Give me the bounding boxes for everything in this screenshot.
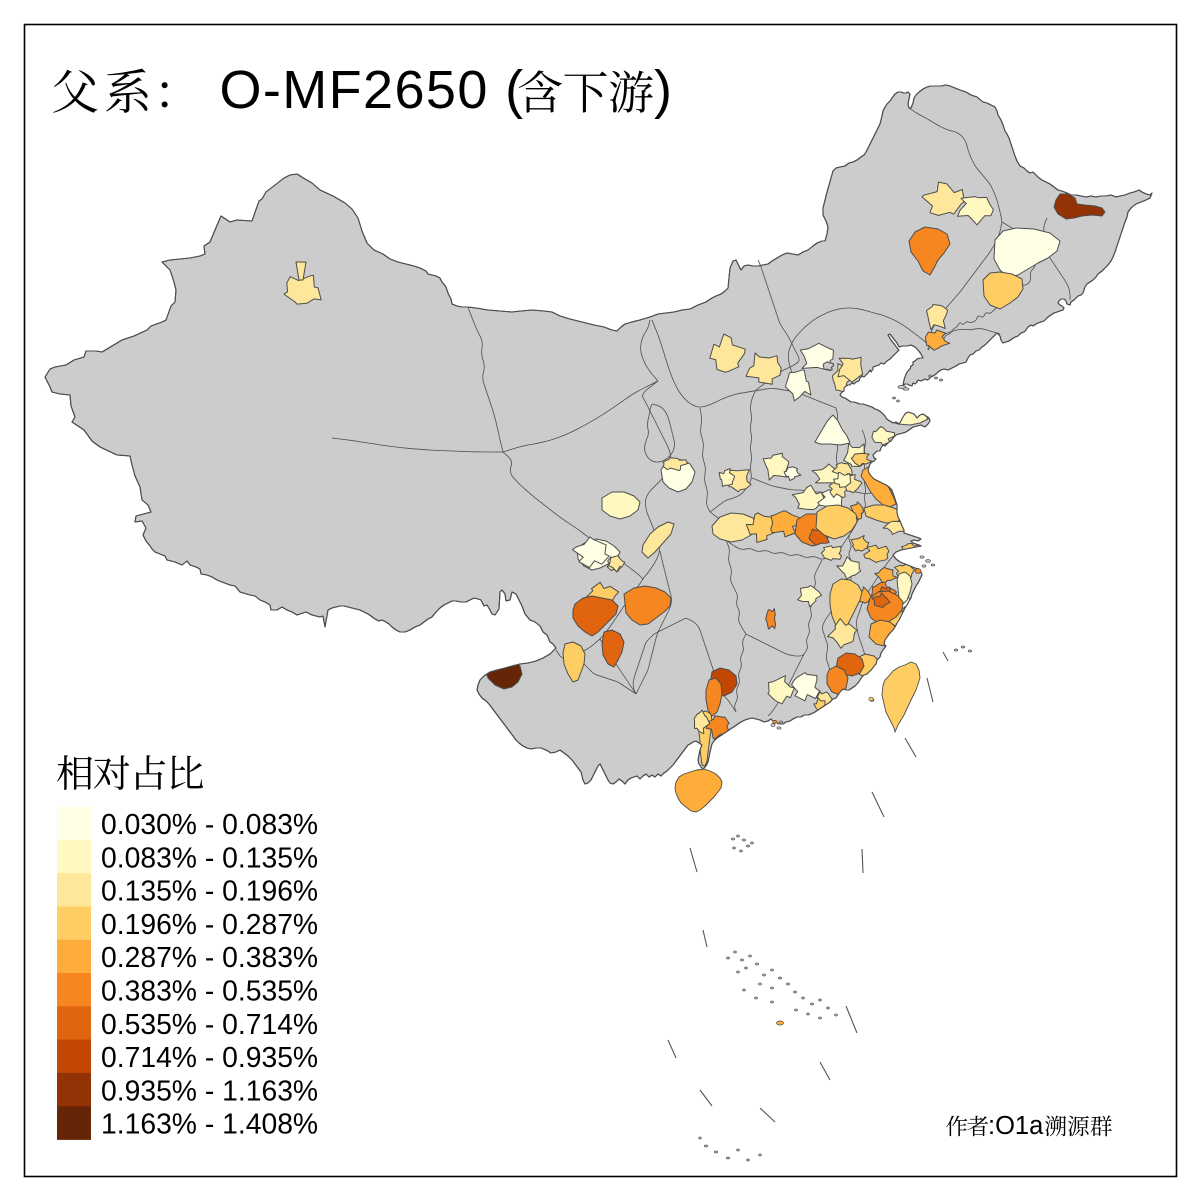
svg-text:0.535% - 0.714%: 0.535% - 0.714% [101,1008,318,1040]
svg-text:0.935% - 1.163%: 0.935% - 1.163% [101,1074,318,1106]
svg-text:): ) [654,60,672,120]
svg-text:0.287% - 0.383%: 0.287% - 0.383% [101,941,318,973]
svg-text:0.135% - 0.196%: 0.135% - 0.196% [101,875,318,907]
svg-text:0.083% - 0.135%: 0.083% - 0.135% [101,841,318,873]
svg-text:1.163% - 1.408%: 1.163% - 1.408% [101,1108,318,1140]
svg-text:0.714% - 0.935%: 0.714% - 0.935% [101,1041,318,1073]
svg-text::O1a: :O1a [988,1112,1044,1140]
svg-text:0.030% - 0.083%: 0.030% - 0.083% [101,808,318,840]
svg-text:O-MF2650 (: O-MF2650 ( [220,60,525,120]
svg-text:0.383% - 0.535%: 0.383% - 0.535% [101,975,318,1007]
svg-text:0.196% - 0.287%: 0.196% - 0.287% [101,908,318,940]
